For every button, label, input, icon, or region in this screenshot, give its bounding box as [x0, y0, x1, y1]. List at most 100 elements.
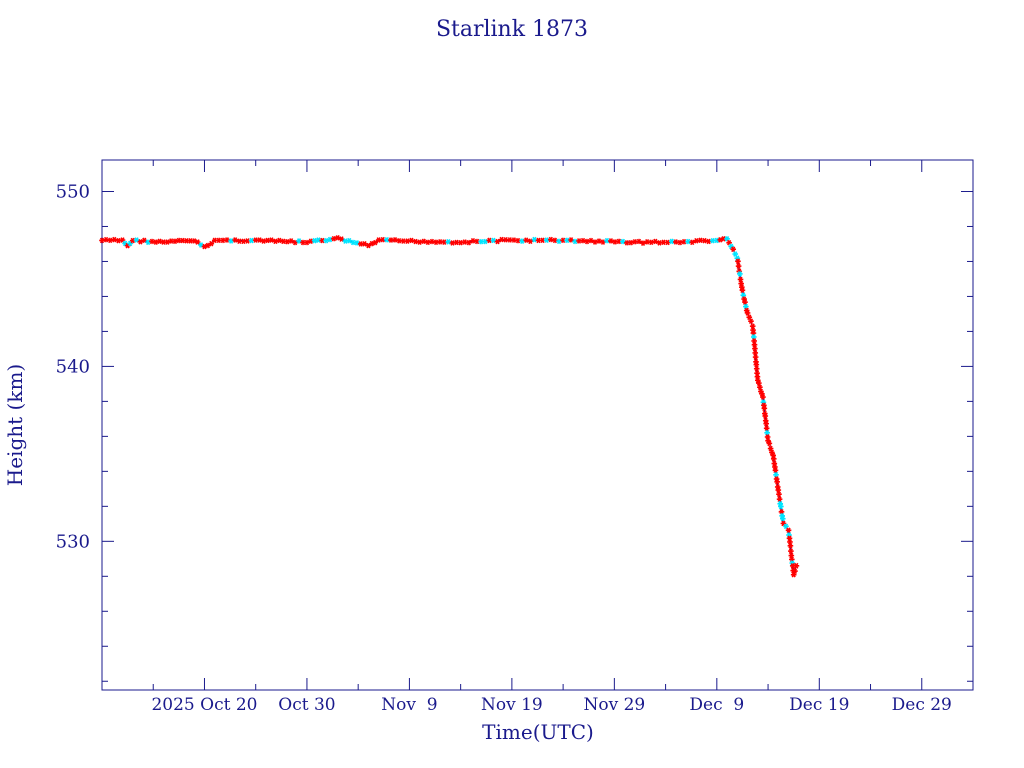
- data-point: [372, 239, 379, 246]
- data-point: [361, 241, 368, 247]
- data-point: [735, 263, 742, 269]
- data-point: [527, 238, 534, 245]
- x-tick-label: 2025 Oct 20: [151, 695, 257, 715]
- x-axis: 2025 Oct 20 Oct 30 Nov 9 Nov 19 Nov 29 Dec 9 D…: [151, 160, 974, 715]
- data-point: [620, 238, 626, 245]
- x-axis-label: Time(UTC): [482, 720, 594, 744]
- x-tick-label: Dec 9: [689, 695, 744, 715]
- x-tick-label: Nov 19: [481, 695, 543, 715]
- data-point: [776, 491, 782, 498]
- y-tick-label: 540: [56, 356, 90, 377]
- data-point: [764, 429, 770, 436]
- data-point: [408, 237, 415, 244]
- data-point: [772, 467, 779, 474]
- data-point: [608, 238, 614, 244]
- data-point: [628, 239, 634, 246]
- data-point: [785, 527, 792, 534]
- data-point: [748, 318, 754, 325]
- data-point: [568, 237, 574, 243]
- data-point: [793, 562, 800, 569]
- data-point: [208, 240, 215, 247]
- data-point: [354, 240, 360, 246]
- data-point: [304, 239, 310, 246]
- data-point: [753, 365, 760, 372]
- data-point: [743, 303, 749, 310]
- data-point: [689, 239, 696, 246]
- data-point: [732, 251, 739, 257]
- data-point: [494, 238, 501, 245]
- data-point: [737, 276, 744, 283]
- plot-frame: [101, 159, 974, 691]
- data-point: [327, 236, 333, 243]
- data-point: [519, 238, 525, 244]
- data-point: [588, 237, 594, 244]
- data-point: [752, 354, 759, 360]
- x-tick-label: Dec 29: [892, 695, 952, 715]
- data-point: [774, 479, 780, 485]
- data-point: [164, 239, 171, 245]
- data-point: [742, 299, 748, 305]
- data-point: [756, 380, 762, 386]
- data-point: [584, 238, 590, 245]
- data-point: [775, 487, 782, 493]
- data-point: [111, 236, 118, 243]
- data-point: [766, 440, 773, 447]
- data-point: [636, 238, 642, 245]
- data-point: [420, 238, 427, 245]
- data-point: [778, 509, 785, 515]
- y-axis-label: Height (km): [3, 364, 27, 486]
- data-point: [788, 548, 794, 554]
- data-point: [145, 239, 151, 246]
- data-point: [740, 292, 747, 299]
- data-point: [346, 237, 353, 244]
- data-point: [224, 237, 230, 243]
- data-point: [334, 235, 341, 241]
- data-point: [232, 237, 239, 243]
- data-point: [392, 237, 398, 243]
- data-point: [770, 456, 777, 462]
- data-point: [552, 237, 558, 244]
- data-point: [778, 503, 784, 510]
- data-point: [276, 237, 283, 244]
- data-point: [268, 237, 275, 243]
- chart-title: Starlink 1873: [436, 17, 588, 42]
- data-point: [600, 239, 606, 245]
- x-tick-label: Oct 30: [278, 695, 335, 715]
- data-point: [648, 239, 655, 246]
- y-tick-label: 530: [56, 531, 90, 552]
- data-point: [556, 238, 562, 245]
- data-point: [490, 237, 497, 244]
- data-point: [466, 239, 472, 246]
- data-point: [763, 420, 769, 427]
- data-point: [773, 471, 779, 478]
- data-point: [739, 287, 746, 294]
- data-point: [640, 240, 646, 246]
- data-point: [133, 237, 140, 243]
- data-markers: [99, 235, 800, 578]
- data-point: [730, 246, 737, 253]
- data-point: [792, 568, 798, 574]
- data-point: [737, 271, 743, 277]
- series-line: [102, 238, 797, 575]
- data-point: [761, 405, 768, 412]
- data-point: [652, 238, 659, 245]
- data-point: [228, 238, 234, 244]
- y-axis: 530 540 550: [56, 181, 973, 682]
- data-point: [735, 258, 741, 265]
- data-point: [445, 239, 452, 245]
- data-point: [767, 445, 774, 452]
- data-point: [256, 237, 263, 243]
- data-point: [288, 238, 294, 244]
- data-point: [776, 496, 783, 502]
- data-point: [762, 413, 769, 419]
- data-point: [331, 235, 337, 242]
- data-point: [292, 239, 298, 246]
- data-point: [779, 515, 786, 522]
- data-point: [323, 237, 329, 244]
- data-point: [482, 238, 489, 245]
- data-point: [416, 239, 423, 245]
- x-tick-label: Dec 19: [789, 695, 849, 715]
- data-point: [787, 542, 794, 549]
- data-point: [757, 384, 763, 391]
- data-point: [580, 237, 586, 244]
